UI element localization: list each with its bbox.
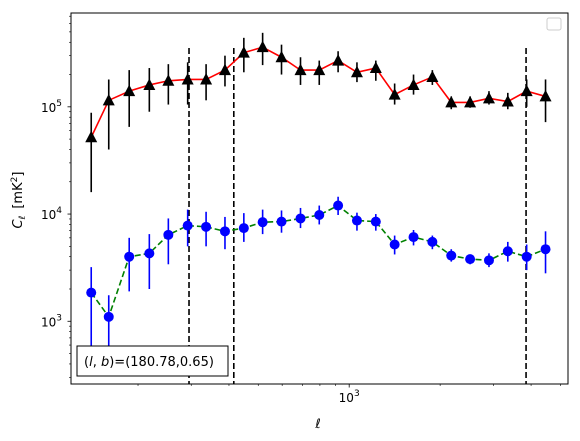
series-2-point xyxy=(483,255,494,266)
plot-content xyxy=(85,32,552,384)
series-2-point xyxy=(276,216,287,227)
series-1-point xyxy=(539,89,552,102)
series-1-point xyxy=(426,70,439,82)
series-1-point xyxy=(369,61,382,74)
y-axis-label-unit: [mK xyxy=(11,182,26,209)
plot-frame xyxy=(70,12,569,385)
series-1-point xyxy=(501,95,514,107)
x-tick-label: 103 xyxy=(339,389,360,405)
x-axis-label: ℓ xyxy=(314,417,320,432)
series-2-point xyxy=(314,209,325,220)
series-1-point xyxy=(313,63,326,76)
series-2-point xyxy=(257,217,268,228)
series-1-point xyxy=(237,46,250,58)
series-2-point xyxy=(465,254,476,265)
series-1-point xyxy=(350,65,363,78)
series-2-point xyxy=(446,250,457,261)
series-2-point xyxy=(295,213,306,224)
series-2-point xyxy=(144,248,155,259)
series-1-point xyxy=(275,50,288,63)
series-1-point xyxy=(102,93,115,106)
series-1-point xyxy=(123,84,136,97)
annotation-text: (l, b)=(180.78,0.65) xyxy=(84,355,214,370)
series-1-point xyxy=(294,63,307,76)
y-axis-label: Cℓ [mK2] xyxy=(10,172,28,229)
y-axis-label-unit-sup: 2 xyxy=(10,177,20,183)
series-1-point xyxy=(218,63,231,76)
series-1-point xyxy=(332,54,345,66)
series-2-point xyxy=(333,200,344,211)
y-tick-label: 105 xyxy=(41,99,62,115)
series-2-point xyxy=(540,244,551,255)
series-1-point xyxy=(464,95,477,108)
annotation-box: (l, b)=(180.78,0.65) xyxy=(76,345,229,377)
series-1-point xyxy=(162,74,175,86)
series-2-point xyxy=(389,239,400,250)
series-2-point xyxy=(502,246,513,257)
series-1-point xyxy=(407,78,420,90)
series-1-point xyxy=(85,130,98,143)
y-axis-label-unit-close: ] xyxy=(11,172,26,177)
axis-ticks: 103 103 104 105 xyxy=(41,15,561,405)
series-1-point xyxy=(256,40,269,53)
y-tick-label: 104 xyxy=(41,206,62,222)
series-1-point xyxy=(388,88,401,100)
y-axis-label-subscript: ℓ xyxy=(18,216,28,221)
series-2-point xyxy=(408,232,419,243)
series-1-point xyxy=(143,78,156,90)
series-2-point xyxy=(86,287,97,298)
series-2-point xyxy=(201,221,212,232)
series-1-point xyxy=(181,72,194,85)
y-axis-label-symbol: C xyxy=(11,218,26,228)
series-2-point xyxy=(219,226,230,237)
series-2-point xyxy=(124,251,135,262)
series-1-point xyxy=(445,95,458,108)
series-2-point xyxy=(103,311,114,322)
series-2-point xyxy=(370,216,381,227)
legend-box xyxy=(546,17,562,31)
series-1-point xyxy=(200,72,213,85)
series-1-point xyxy=(520,84,533,97)
series-1-point xyxy=(482,91,495,104)
series-2-point xyxy=(351,215,362,226)
y-tick-label: 103 xyxy=(41,313,62,329)
series-2-point xyxy=(521,251,532,262)
series-2-point xyxy=(182,220,193,231)
series-2-point xyxy=(163,229,174,240)
series-2-point xyxy=(427,236,438,247)
series-2-point xyxy=(238,223,249,234)
